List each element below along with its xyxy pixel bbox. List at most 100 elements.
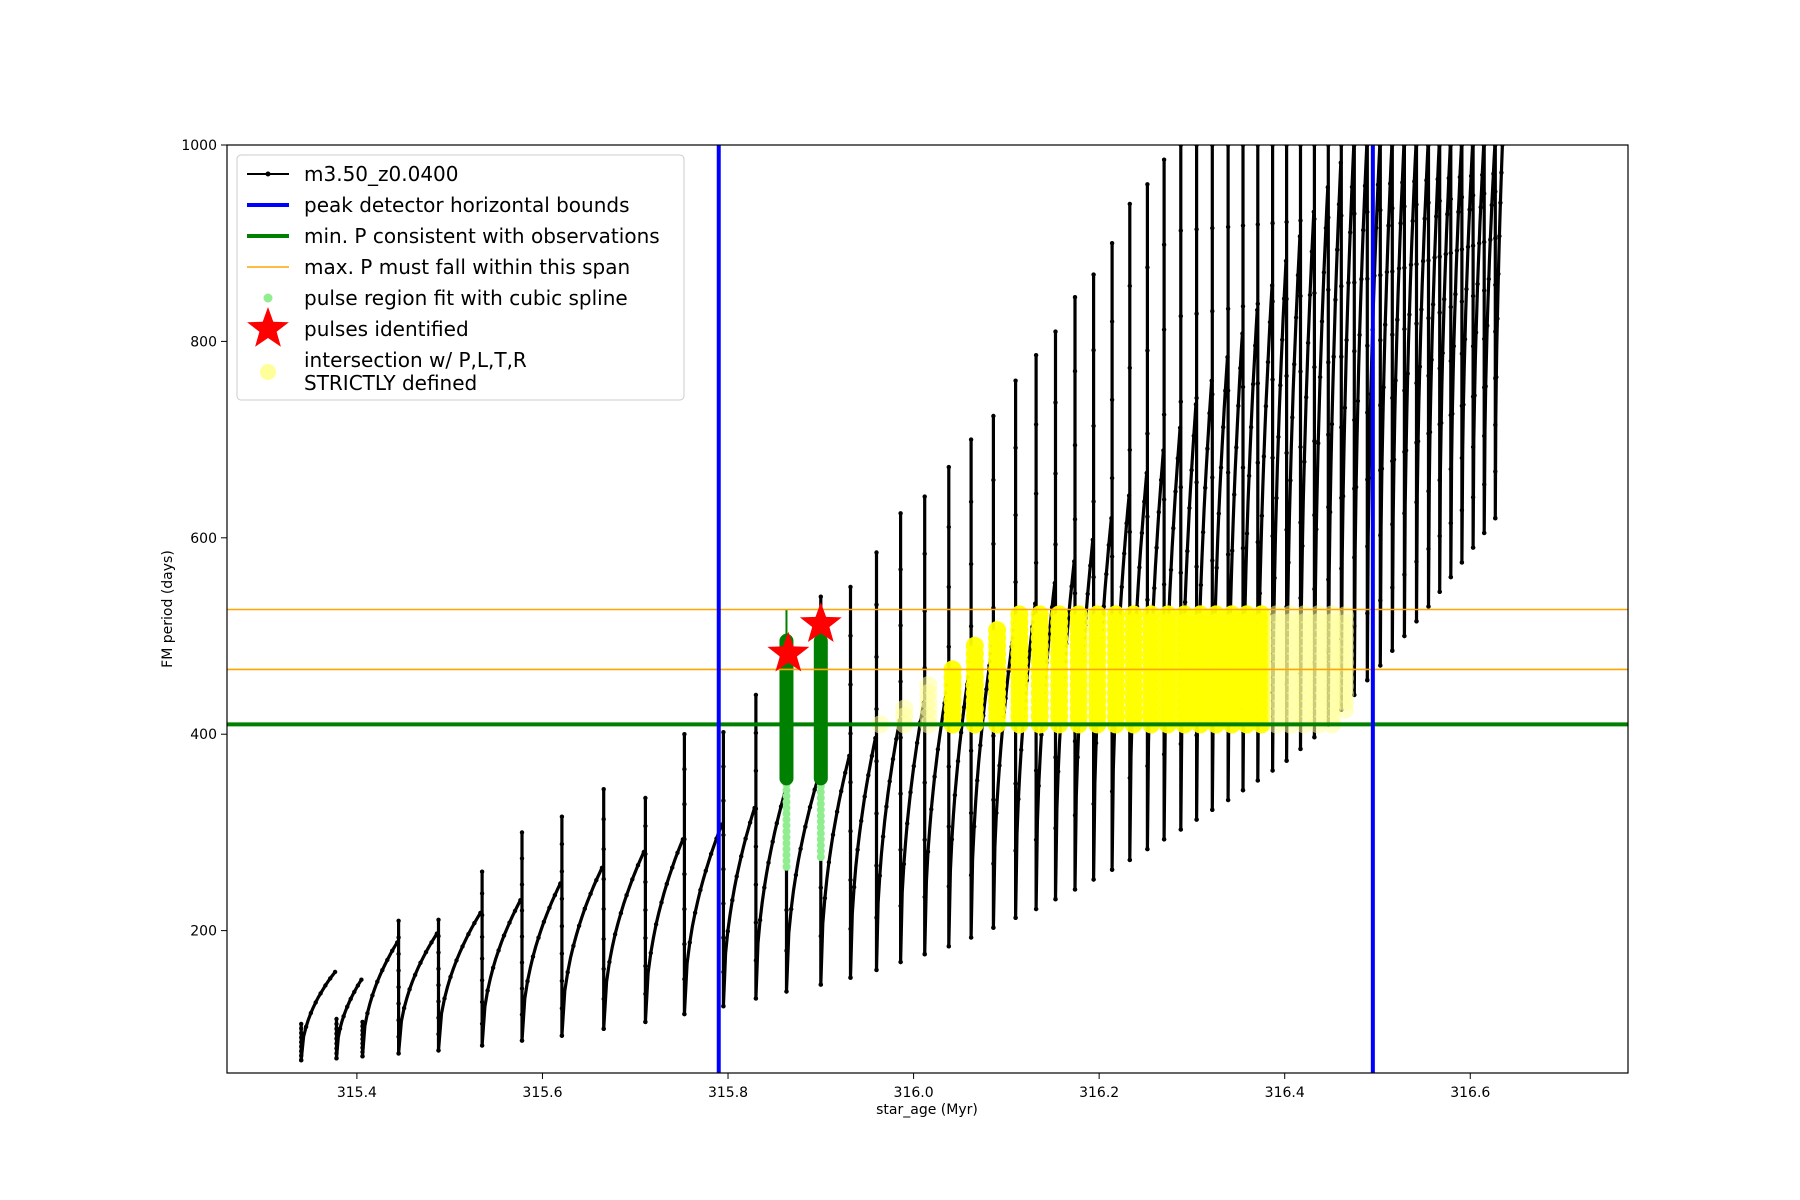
model-track-point	[1390, 332, 1395, 337]
model-track-point	[530, 954, 536, 959]
model-track-point	[1145, 431, 1150, 436]
model-track-point	[1278, 383, 1283, 388]
model-track-point	[848, 731, 853, 736]
model-track-point	[299, 1021, 304, 1027]
model-track-point	[519, 830, 525, 835]
model-track-series	[299, 145, 1505, 1063]
model-track-point	[1365, 544, 1370, 549]
model-track-point	[1378, 598, 1383, 603]
model-track-point	[929, 807, 934, 812]
model-track-point	[1178, 485, 1184, 490]
spline-point	[782, 815, 791, 824]
model-track-point	[334, 1056, 339, 1061]
legend-label: m3.50_z0.0400	[304, 162, 459, 186]
model-track-point	[961, 705, 967, 710]
model-track-point	[1475, 281, 1480, 287]
model-track-point	[1286, 560, 1291, 565]
model-track-point	[1302, 459, 1307, 464]
model-track-point	[643, 879, 648, 885]
model-track-point	[1365, 678, 1370, 683]
model-track-point	[1205, 446, 1210, 451]
model-track-point	[1378, 468, 1383, 473]
model-track-point	[436, 982, 441, 988]
intersection-point	[1106, 605, 1125, 624]
model-track-point	[429, 940, 434, 945]
model-track-point	[1240, 223, 1246, 228]
model-track-point	[1424, 178, 1429, 183]
model-track-point	[559, 896, 565, 901]
model-track-point	[1284, 527, 1289, 532]
model-track-point	[299, 1058, 304, 1063]
model-track-point	[1189, 467, 1194, 473]
model-track-point	[396, 935, 401, 940]
model-track-point	[887, 779, 892, 784]
model-track-point	[935, 747, 941, 752]
model-track-point	[847, 753, 852, 758]
model-track-point	[1486, 276, 1492, 282]
model-track-point	[774, 821, 779, 826]
model-track-point	[1119, 584, 1125, 590]
model-track-point	[1214, 565, 1219, 570]
model-track-point	[818, 594, 823, 599]
model-track-point	[1470, 444, 1476, 450]
model-track-point	[1448, 466, 1454, 472]
model-track-point	[1478, 205, 1483, 210]
model-track-point	[559, 1033, 565, 1038]
model-track-point	[766, 860, 771, 865]
model-track-point	[1359, 277, 1364, 282]
model-track-point	[1178, 741, 1184, 747]
model-track-point	[1437, 533, 1442, 539]
model-track-point	[299, 1039, 304, 1045]
spline-point	[782, 803, 791, 812]
model-track-point	[1104, 571, 1109, 577]
model-track-point	[1033, 906, 1039, 912]
model-track-point	[1109, 516, 1114, 521]
model-track-point	[994, 810, 999, 816]
model-track-point	[299, 1044, 304, 1049]
model-track-point	[559, 869, 565, 874]
model-track-point	[1448, 520, 1454, 526]
model-track-point	[1209, 378, 1214, 383]
x-tick-label: 316.0	[894, 1085, 934, 1101]
model-track-point	[1488, 237, 1493, 242]
model-track-point	[848, 682, 853, 687]
model-track-point	[812, 787, 817, 792]
intersection-point	[965, 636, 984, 655]
model-track-point	[360, 1032, 365, 1038]
model-track-point	[1161, 412, 1167, 417]
model-track-point	[1270, 221, 1275, 226]
model-track-point	[571, 943, 576, 949]
model-track-point	[643, 907, 648, 913]
model-track-point	[830, 832, 836, 837]
spline-point	[782, 809, 791, 818]
model-track-point	[1493, 282, 1498, 288]
model-track-point	[1378, 533, 1383, 538]
model-track-point	[1072, 739, 1078, 744]
model-track-point	[848, 584, 853, 590]
model-track-point	[789, 906, 794, 912]
model-track-point	[1240, 788, 1246, 793]
model-track-point	[1473, 330, 1479, 335]
model-track-point	[1493, 422, 1498, 428]
model-track-point	[1395, 317, 1400, 322]
model-track-point	[519, 1012, 525, 1017]
y-tick-label: 400	[190, 727, 217, 743]
model-track-point	[869, 753, 875, 759]
model-track-point	[1178, 228, 1184, 233]
model-track-point	[479, 912, 485, 918]
model-track-point	[1013, 579, 1018, 585]
model-track-point	[898, 623, 903, 628]
model-track-point	[519, 882, 525, 887]
model-track-point	[635, 863, 641, 868]
model-track-point	[299, 1026, 304, 1031]
model-track-point	[385, 957, 390, 963]
model-track-point	[692, 910, 698, 915]
model-track-point	[1312, 586, 1317, 592]
model-track-point	[1422, 216, 1427, 221]
model-track-point	[1013, 445, 1018, 450]
model-track-point	[1339, 495, 1344, 501]
model-track-point	[968, 935, 974, 940]
model-track-point	[1467, 207, 1472, 212]
model-track-point	[501, 933, 507, 938]
model-track-point	[1225, 306, 1231, 311]
